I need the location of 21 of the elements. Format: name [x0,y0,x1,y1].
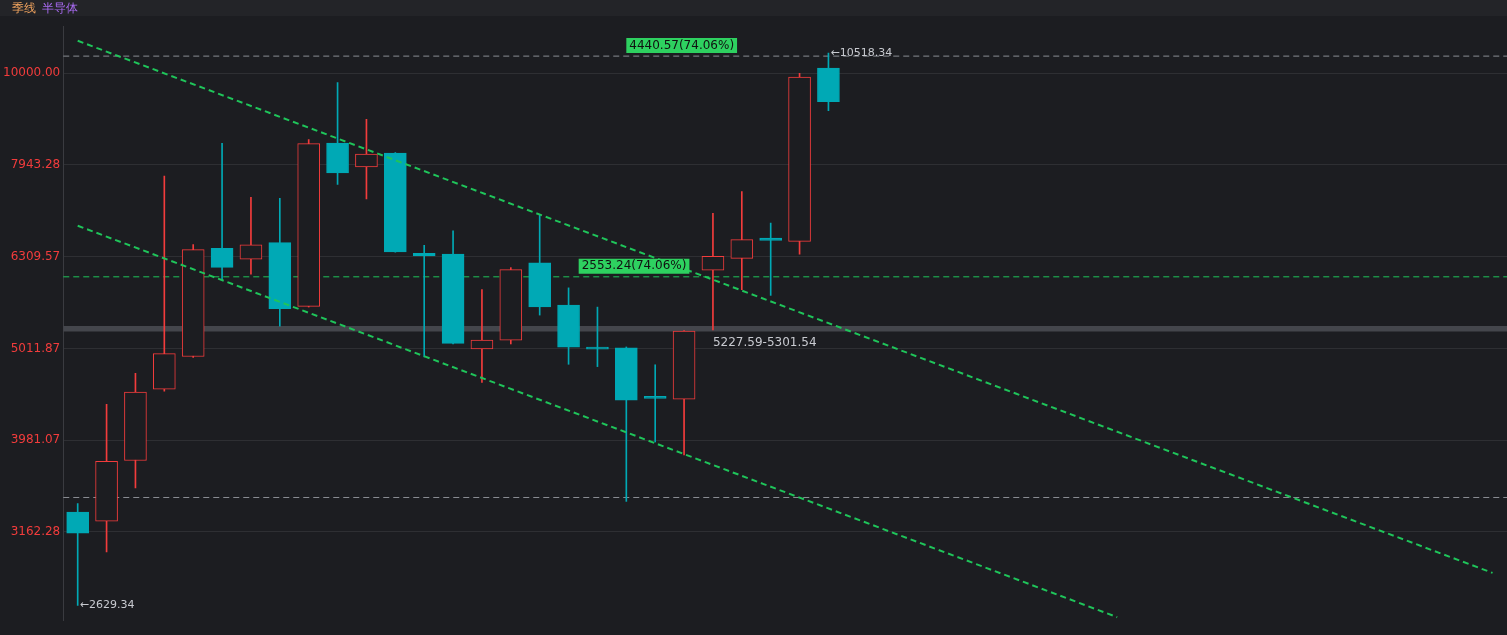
band-label: 5227.59-5301.54 [712,334,817,349]
y-tick-label: 5011.87 [10,340,61,355]
y-tick-label: 10000.00 [2,65,61,80]
candlestick [759,222,783,296]
y-tick-label: 3981.07 [10,432,61,447]
chart-subtitle: 半导体 [42,1,78,15]
candlestick [701,213,725,331]
y-tick-label: 7943.28 [10,157,61,172]
y-tick-label: 6309.57 [10,248,61,263]
candlestick [643,364,667,443]
candlestick [210,143,234,281]
candlestick [470,289,494,383]
annotation: 4440.57(74.06%) [629,37,735,52]
chart-title: 季线 [12,1,36,15]
annotation: ←10518.34 [830,45,893,59]
candlestick [730,191,754,290]
annotation: ←2629.34 [79,598,135,612]
y-tick-label: 3162.28 [10,524,61,539]
candlestick [152,175,176,392]
annotation: 2553.24(74.06%) [581,258,687,273]
candlestick [239,197,263,275]
